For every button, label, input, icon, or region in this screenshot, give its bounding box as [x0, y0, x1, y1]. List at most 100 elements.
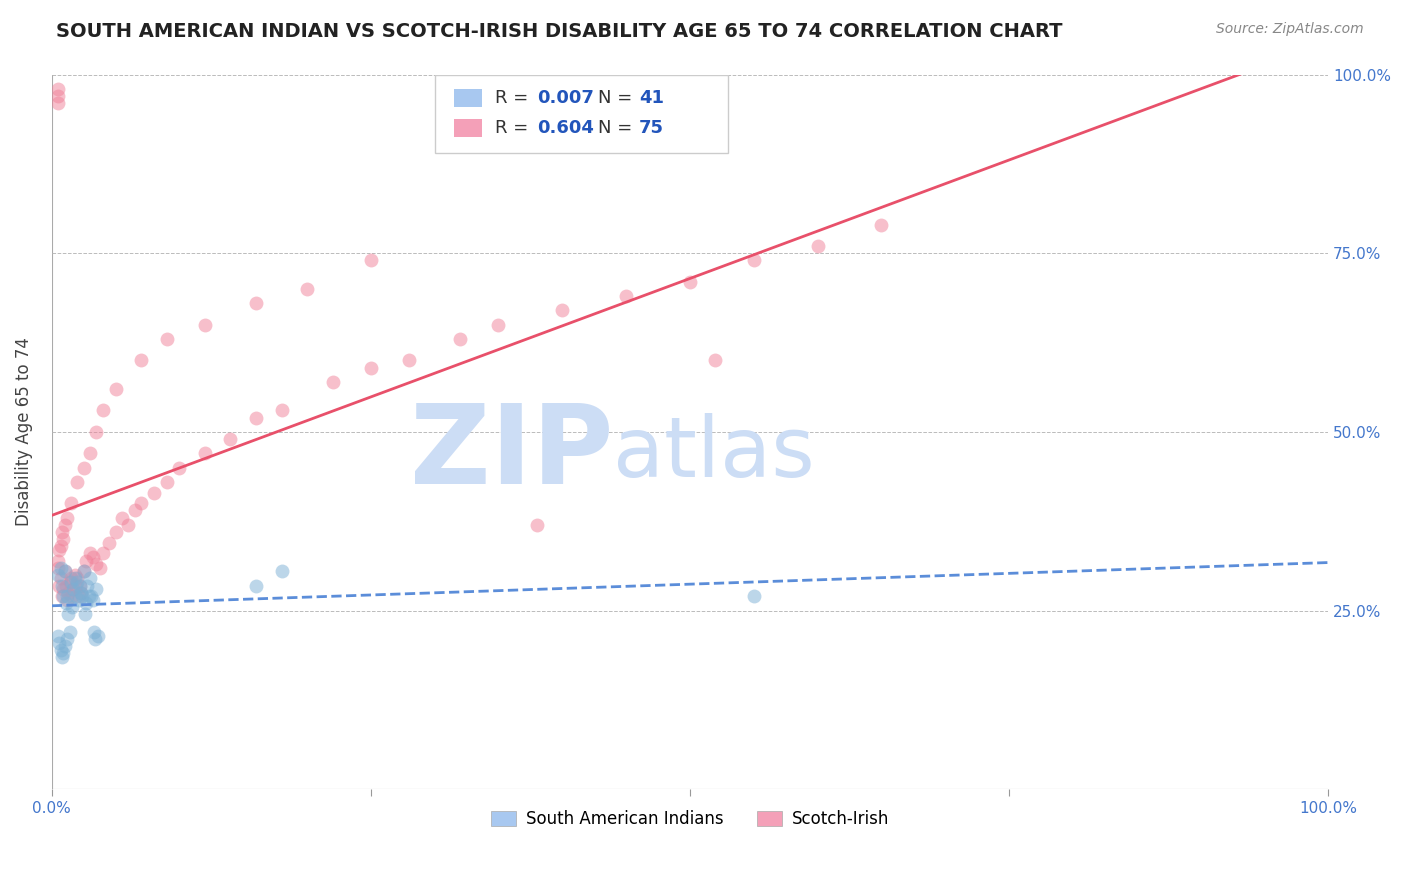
Point [56, 589, 79, 603]
Point [86, 425, 108, 439]
Point [70, 585, 93, 599]
Point [117, 517, 139, 532]
Point [73, 564, 96, 578]
Point [76, 578, 98, 592]
Point [59, 574, 82, 589]
Point [66, 574, 89, 589]
Point [79, 446, 101, 460]
Point [398, 353, 420, 368]
Point [73, 607, 96, 621]
Point [679, 275, 702, 289]
Point [52, 589, 75, 603]
Point [53, 564, 76, 578]
Point [219, 432, 242, 446]
Point [104, 382, 127, 396]
Point [55, 578, 77, 592]
Text: N =: N = [598, 120, 638, 137]
Point [75, 596, 97, 610]
Point [52, 647, 75, 661]
Point [65, 589, 87, 603]
Point [73, 460, 96, 475]
Point [53, 564, 76, 578]
Point [59, 496, 82, 510]
Text: 0.007: 0.007 [537, 89, 593, 107]
Text: Source: ZipAtlas.com: Source: ZipAtlas.com [1216, 22, 1364, 37]
Point [48, 636, 70, 650]
Point [58, 585, 80, 599]
Point [98, 535, 121, 549]
Point [82, 549, 104, 564]
Point [169, 460, 191, 475]
Point [69, 578, 91, 592]
Text: 75: 75 [638, 120, 664, 137]
Point [156, 332, 179, 346]
Point [80, 589, 103, 603]
Point [59, 574, 82, 589]
Point [52, 532, 75, 546]
Text: R =: R = [495, 120, 534, 137]
Point [53, 517, 76, 532]
Point [86, 557, 108, 571]
Point [270, 403, 292, 417]
Point [73, 564, 96, 578]
Point [91, 403, 114, 417]
Text: 0.604: 0.604 [537, 120, 593, 137]
Point [48, 542, 70, 557]
Point [488, 318, 510, 332]
Text: N =: N = [598, 89, 638, 107]
Point [46, 553, 69, 567]
Point [51, 578, 73, 592]
Point [526, 517, 548, 532]
Text: ZIP: ZIP [411, 400, 613, 507]
Point [142, 485, 165, 500]
Point [62, 582, 84, 596]
Point [58, 607, 80, 621]
FancyBboxPatch shape [434, 75, 728, 153]
Point [449, 332, 471, 346]
Point [104, 524, 127, 539]
Point [59, 625, 82, 640]
Point [129, 353, 152, 368]
Point [870, 218, 893, 232]
Point [194, 446, 217, 460]
Point [322, 375, 344, 389]
Point [245, 578, 267, 592]
Point [82, 592, 104, 607]
Point [72, 589, 94, 603]
Point [86, 629, 108, 643]
Point [62, 582, 84, 596]
Point [60, 589, 83, 603]
Point [742, 253, 765, 268]
Point [66, 571, 89, 585]
Text: atlas: atlas [613, 413, 815, 494]
Point [46, 96, 69, 111]
Point [704, 353, 727, 368]
Point [67, 592, 90, 607]
Text: 41: 41 [638, 89, 664, 107]
Point [56, 510, 79, 524]
Point [46, 567, 69, 582]
Point [77, 589, 100, 603]
Point [270, 564, 292, 578]
Point [79, 546, 101, 560]
Point [63, 567, 86, 582]
FancyBboxPatch shape [454, 119, 482, 137]
Y-axis label: Disability Age 65 to 74: Disability Age 65 to 74 [15, 337, 32, 526]
Point [63, 571, 86, 585]
Point [49, 539, 72, 553]
Point [245, 296, 267, 310]
Point [65, 578, 87, 592]
Point [91, 546, 114, 560]
Point [46, 89, 69, 103]
Point [156, 475, 179, 489]
Point [806, 239, 828, 253]
Point [70, 585, 93, 599]
Point [79, 571, 101, 585]
Point [245, 410, 267, 425]
Point [53, 640, 76, 654]
Point [49, 571, 72, 585]
Point [49, 560, 72, 574]
Point [295, 282, 318, 296]
Point [59, 571, 82, 585]
Point [129, 496, 152, 510]
